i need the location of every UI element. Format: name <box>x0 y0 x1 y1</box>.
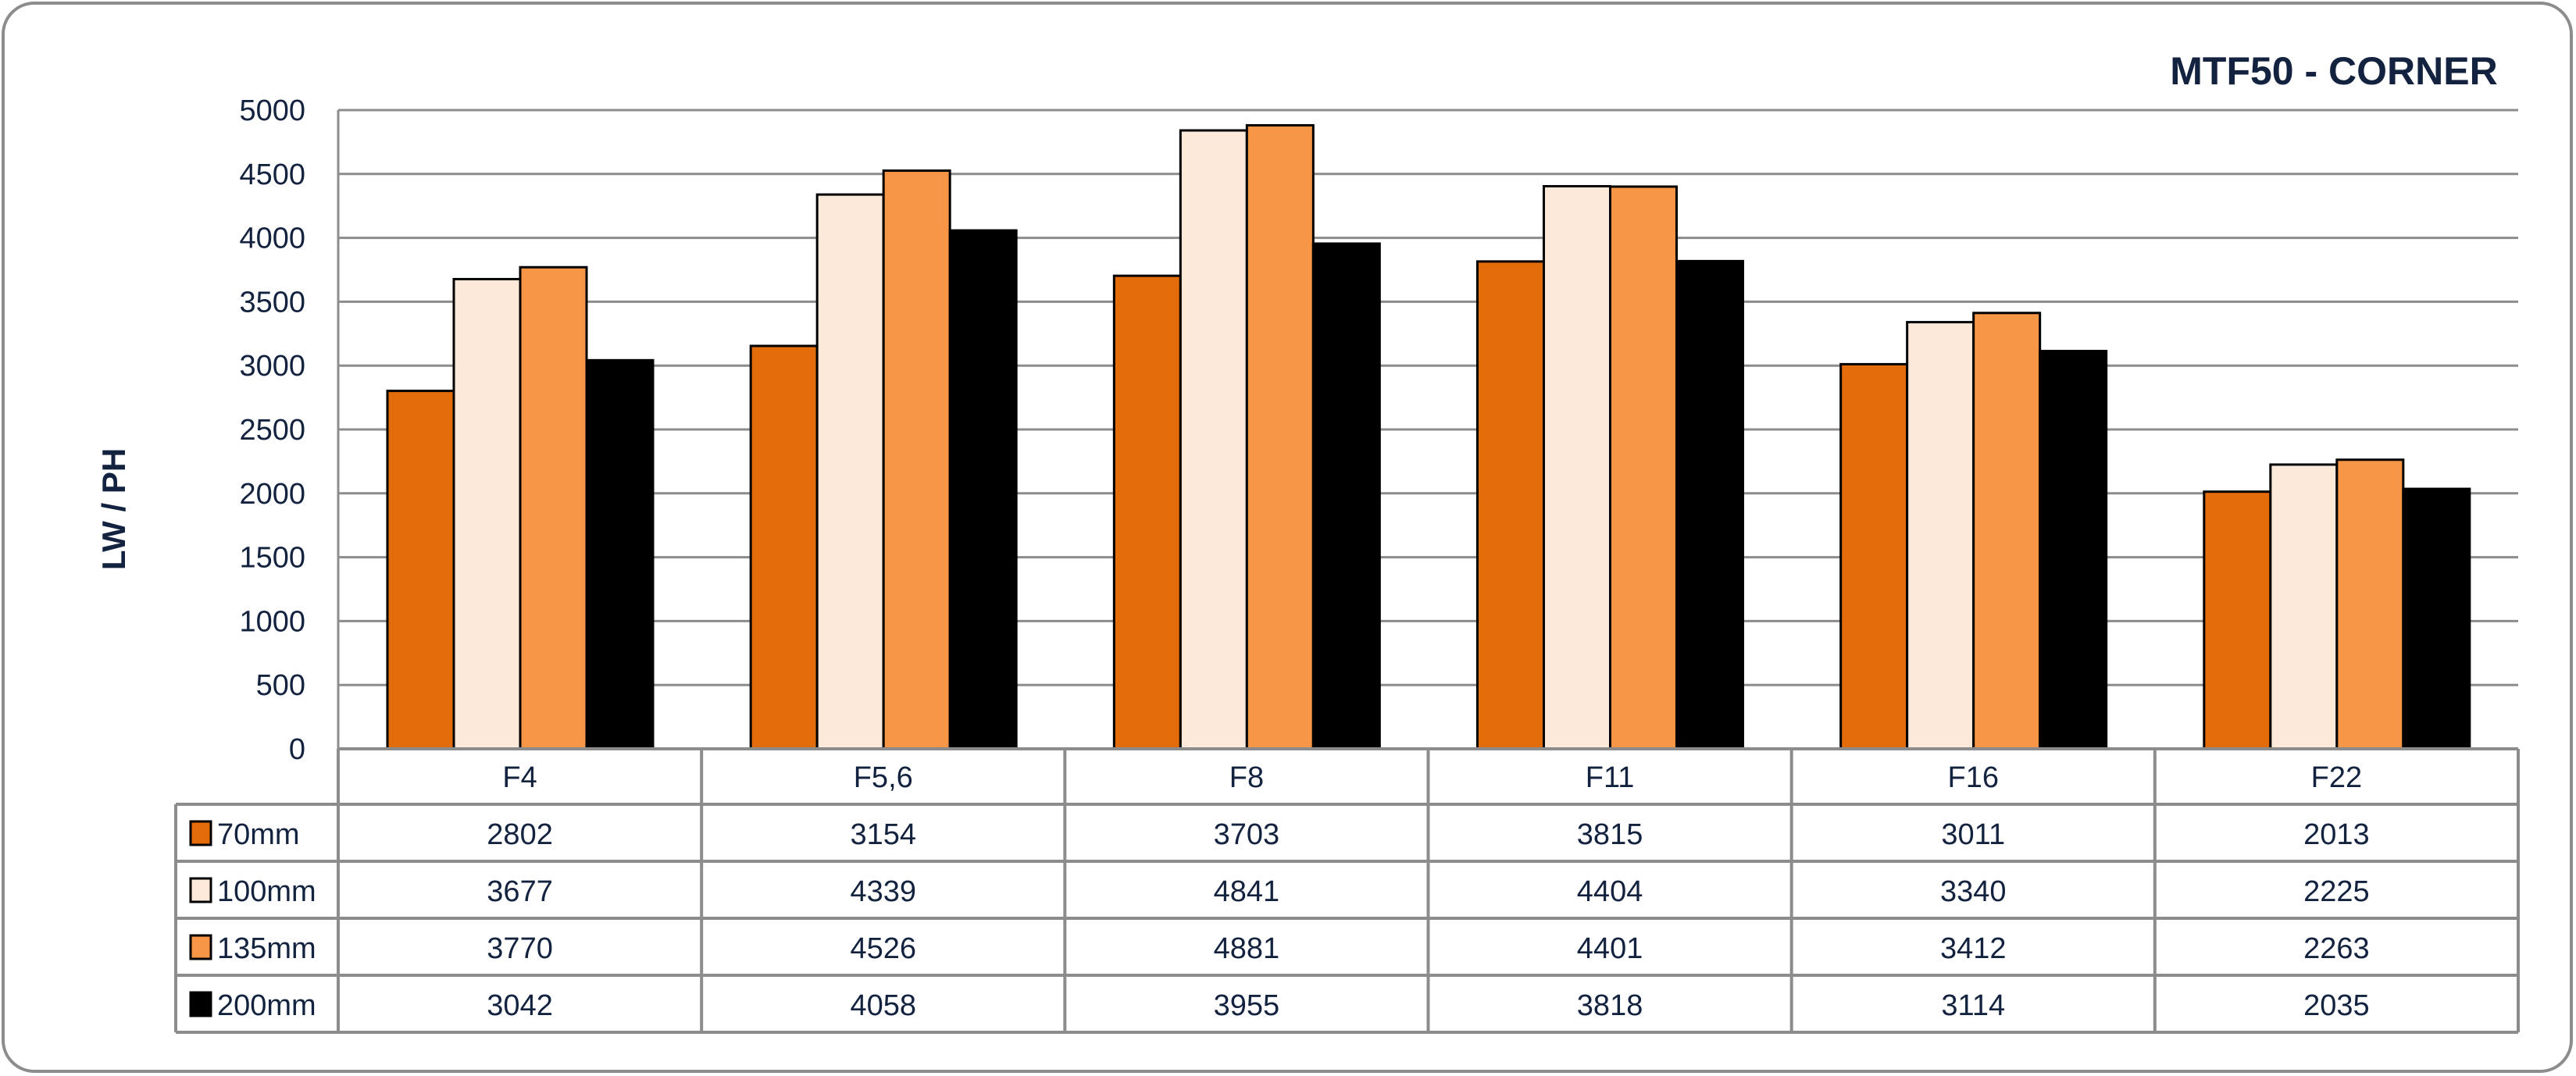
bar-70mm-F8 <box>1112 274 1182 750</box>
legend-label: 200mm <box>217 989 316 1022</box>
y-tick-label: 5000 <box>239 94 305 127</box>
data-label: 4401 <box>1577 932 1643 965</box>
bar-70mm-F11 <box>1476 260 1545 750</box>
data-label: 3114 <box>1941 989 2005 1022</box>
x-category-label: F8 <box>1229 761 1264 794</box>
x-category-label: F22 <box>2311 761 2362 794</box>
legend-swatch-200mm <box>189 991 212 1017</box>
data-label: 4339 <box>850 875 916 908</box>
x-category-label: F4 <box>502 761 537 794</box>
y-tick-label: 0 <box>289 733 305 766</box>
data-label: 3703 <box>1214 818 1280 851</box>
y-tick-label: 2000 <box>239 478 305 511</box>
bar-200mm-F22 <box>2402 487 2471 750</box>
data-label: 3412 <box>1940 932 2007 965</box>
data-label: 3042 <box>487 989 553 1022</box>
legend-label: 100mm <box>217 875 316 908</box>
data-label: 2035 <box>2303 989 2370 1022</box>
y-tick-label: 3000 <box>239 350 305 383</box>
data-label: 3818 <box>1577 989 1643 1022</box>
data-label: 3154 <box>850 818 916 851</box>
data-label: 3955 <box>1214 989 1280 1022</box>
bar-100mm-F11 <box>1543 185 1611 750</box>
y-tick-label: 4000 <box>239 223 305 255</box>
bar-70mm-F5,6 <box>749 344 819 750</box>
data-label: 3340 <box>1940 875 2007 908</box>
data-label: 2263 <box>2303 932 2370 965</box>
chart-title: MTF50 - CORNER <box>2170 49 2497 93</box>
bar-70mm-F4 <box>386 390 455 750</box>
bar-100mm-F16 <box>1906 321 1975 750</box>
bar-200mm-F4 <box>585 358 655 750</box>
data-label: 2802 <box>487 818 553 851</box>
bar-135mm-F8 <box>1245 123 1315 750</box>
data-label: 4058 <box>850 989 916 1022</box>
bar-70mm-F22 <box>2203 490 2272 750</box>
data-label: 3815 <box>1577 818 1643 851</box>
legend-swatch-100mm <box>189 877 212 903</box>
bar-135mm-F11 <box>1609 185 1678 750</box>
data-label: 2013 <box>2303 818 2370 851</box>
legend-label: 70mm <box>217 818 300 851</box>
data-label: 3770 <box>487 932 553 965</box>
bar-100mm-F8 <box>1179 129 1248 750</box>
bar-135mm-F4 <box>519 265 588 750</box>
data-label: 4841 <box>1214 875 1280 908</box>
y-tick-label: 2500 <box>239 414 305 447</box>
data-label: 2225 <box>2303 875 2370 908</box>
y-tick-label: 1500 <box>239 542 305 575</box>
y-tick-label: 500 <box>256 669 305 702</box>
legend-swatch-135mm <box>189 934 212 960</box>
y-tick-label: 3500 <box>239 286 305 319</box>
data-label: 4404 <box>1577 875 1643 908</box>
bar-200mm-F16 <box>2039 350 2108 750</box>
y-tick-label: 1000 <box>239 605 305 638</box>
bar-100mm-F22 <box>2269 463 2339 750</box>
bar-100mm-F4 <box>452 277 522 750</box>
bar-200mm-F11 <box>1675 259 1744 750</box>
bar-70mm-F16 <box>1839 362 1909 750</box>
bar-200mm-F5,6 <box>948 229 1018 750</box>
bar-200mm-F8 <box>1311 242 1381 750</box>
x-category-label: F5,6 <box>854 761 913 794</box>
data-label: 4881 <box>1214 932 1280 965</box>
bar-135mm-F22 <box>2335 458 2405 750</box>
legend-swatch-70mm <box>189 820 212 846</box>
x-category-label: F16 <box>1948 761 1999 794</box>
legend-label: 135mm <box>217 932 316 965</box>
x-category-label: F11 <box>1586 761 1635 794</box>
bar-135mm-F16 <box>1972 312 2042 750</box>
data-label: 4526 <box>850 932 916 965</box>
y-tick-label: 4500 <box>239 159 305 191</box>
bar-135mm-F5,6 <box>882 169 951 750</box>
data-label: 3677 <box>487 875 553 908</box>
data-label: 3011 <box>1941 818 2005 851</box>
y-axis-label: LW / PH <box>95 448 132 570</box>
bar-100mm-F5,6 <box>815 193 885 750</box>
